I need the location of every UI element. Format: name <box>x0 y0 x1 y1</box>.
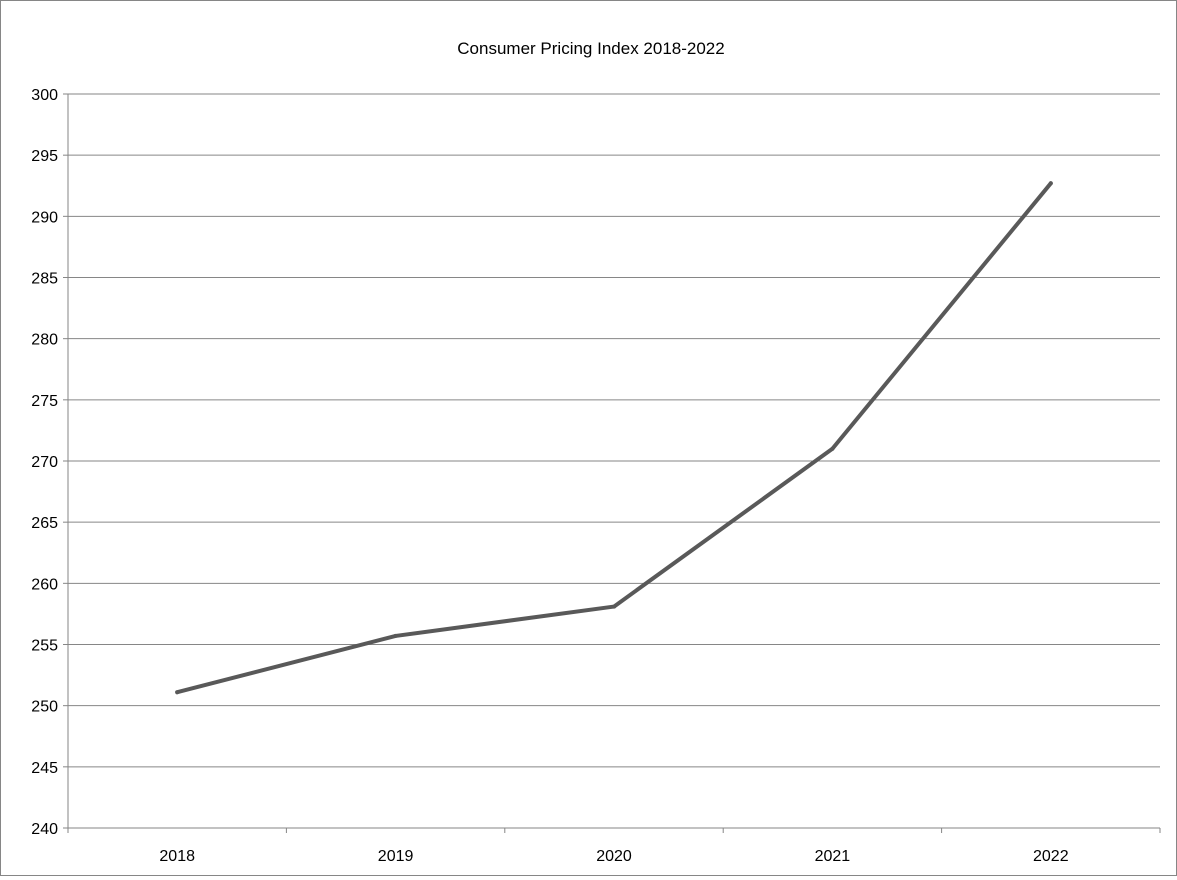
data-point <box>830 446 835 451</box>
y-tick-label: 270 <box>31 454 58 471</box>
data-point <box>612 604 616 609</box>
y-tick-label: 250 <box>31 699 58 716</box>
x-tick-label: 2018 <box>159 848 195 865</box>
y-tick-label: 245 <box>31 760 58 777</box>
data-point <box>393 633 398 638</box>
y-tick-label: 255 <box>31 638 58 655</box>
y-tick-label: 285 <box>31 271 58 288</box>
y-tick-label: 300 <box>31 87 58 104</box>
x-tick-label: 2021 <box>815 848 851 865</box>
chart-title: Consumer Pricing Index 2018-2022 <box>457 39 724 58</box>
y-tick-label: 275 <box>31 393 58 410</box>
y-tick-label: 265 <box>31 515 58 532</box>
axes: 240 245 250 255 260 265 270 275 280 285 290 295 300 2… <box>31 87 1161 865</box>
data-point <box>175 690 180 695</box>
y-tick-label: 260 <box>31 576 58 593</box>
data-point <box>1048 181 1053 186</box>
series <box>175 181 1053 695</box>
series-line <box>175 181 1053 695</box>
y-tick-label: 290 <box>31 209 58 226</box>
y-tick-label: 295 <box>31 148 58 165</box>
gridlines <box>68 93 1160 768</box>
x-tick-label: 2019 <box>378 848 414 865</box>
x-tick-label: 2022 <box>1033 848 1069 865</box>
y-tick-label: 240 <box>31 821 58 838</box>
y-tick-label: 280 <box>31 332 58 349</box>
x-tick-label: 2020 <box>596 848 632 865</box>
